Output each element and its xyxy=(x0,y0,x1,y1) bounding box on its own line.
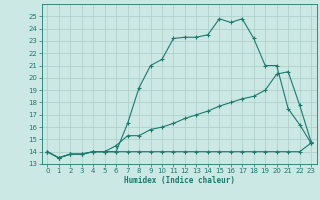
X-axis label: Humidex (Indice chaleur): Humidex (Indice chaleur) xyxy=(124,176,235,185)
